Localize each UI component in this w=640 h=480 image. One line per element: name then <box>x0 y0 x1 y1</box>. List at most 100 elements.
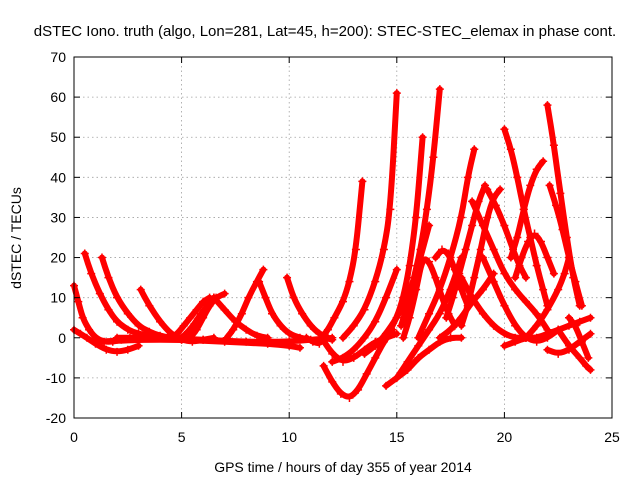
data-point <box>571 321 580 330</box>
data-point <box>386 205 395 214</box>
series-line <box>546 182 585 309</box>
data-point <box>371 277 380 286</box>
data-point <box>526 181 535 190</box>
data-point <box>500 125 509 134</box>
data-point <box>399 293 408 302</box>
axis-ticks: 0 5 10 15 20 25 -20 -10 0 10 20 30 40 50 60 70 <box>46 49 620 445</box>
data-point <box>554 349 563 358</box>
data-point <box>113 333 122 342</box>
data-point <box>186 313 195 322</box>
data-point <box>382 381 391 390</box>
data-point <box>448 293 457 302</box>
series-line <box>284 274 331 341</box>
data-point <box>252 331 261 340</box>
data-point <box>554 285 563 294</box>
data-point <box>405 261 414 270</box>
data-point <box>457 273 466 282</box>
data-point <box>179 321 188 330</box>
data-point <box>425 257 434 266</box>
data-point <box>435 333 444 342</box>
data-point <box>571 277 580 286</box>
data-point <box>229 325 238 334</box>
data-point <box>192 325 201 334</box>
data-point <box>584 353 593 362</box>
data-point <box>418 133 427 142</box>
data-point <box>524 237 533 246</box>
x-axis-label: GPS time / hours of day 355 of year 2014 <box>214 459 472 475</box>
y-tick-label: 0 <box>58 330 66 346</box>
data-point <box>539 285 548 294</box>
data-point <box>543 329 552 338</box>
data-point <box>425 345 434 354</box>
data-point <box>422 205 431 214</box>
data-point <box>360 305 369 314</box>
data-point <box>564 253 573 262</box>
data-point <box>360 349 369 358</box>
data-point <box>87 269 96 278</box>
data-point <box>328 377 337 386</box>
data-point <box>261 293 270 302</box>
y-tick-label: 50 <box>50 129 66 145</box>
data-point <box>102 345 111 354</box>
data-point <box>435 285 444 294</box>
data-point <box>457 321 466 330</box>
data-point <box>506 145 515 154</box>
data-point <box>463 173 472 182</box>
data-point <box>446 325 455 334</box>
data-point <box>317 333 326 342</box>
series-line <box>81 250 164 341</box>
data-point <box>556 189 565 198</box>
data-point <box>123 309 132 318</box>
data-point <box>564 341 573 350</box>
data-point <box>237 309 246 318</box>
data-point <box>255 277 264 286</box>
data-point <box>134 321 143 330</box>
data-point <box>345 277 354 286</box>
y-tick-label: -10 <box>46 370 66 386</box>
data-point <box>532 165 541 174</box>
data-point <box>549 269 558 278</box>
data-point <box>444 249 453 258</box>
data-point <box>521 333 530 342</box>
data-point <box>416 245 425 254</box>
data-point <box>545 181 554 190</box>
x-tick-label: 25 <box>604 429 620 445</box>
data-point <box>532 309 541 318</box>
data-series <box>70 85 595 402</box>
data-point <box>328 349 337 358</box>
data-point <box>532 333 541 342</box>
data-point <box>586 313 595 322</box>
data-point <box>429 153 438 162</box>
data-point <box>328 357 337 366</box>
series-line <box>329 266 400 365</box>
data-point <box>405 313 414 322</box>
series-line <box>555 326 594 373</box>
data-point <box>543 253 552 262</box>
data-point <box>575 353 584 362</box>
y-tick-label: 40 <box>50 169 66 185</box>
y-axis-label: dSTEC / TECUs <box>8 187 24 289</box>
data-point <box>468 221 477 230</box>
data-point <box>511 321 520 330</box>
data-point <box>414 341 423 350</box>
data-point <box>412 285 421 294</box>
data-point <box>220 305 229 314</box>
data-point <box>392 313 401 322</box>
data-point <box>136 285 145 294</box>
data-point <box>457 333 466 342</box>
x-tick-label: 0 <box>70 429 78 445</box>
data-point <box>319 361 328 370</box>
series-line <box>340 90 400 341</box>
data-point <box>403 357 412 366</box>
data-point <box>549 141 558 150</box>
data-point <box>532 321 541 330</box>
series-line <box>458 274 529 341</box>
data-point <box>74 297 83 306</box>
data-point <box>351 245 360 254</box>
data-point <box>489 245 498 254</box>
data-point <box>435 85 444 94</box>
series-line <box>318 178 366 341</box>
data-point <box>442 313 451 322</box>
data-point <box>104 273 113 282</box>
data-point <box>285 329 294 338</box>
